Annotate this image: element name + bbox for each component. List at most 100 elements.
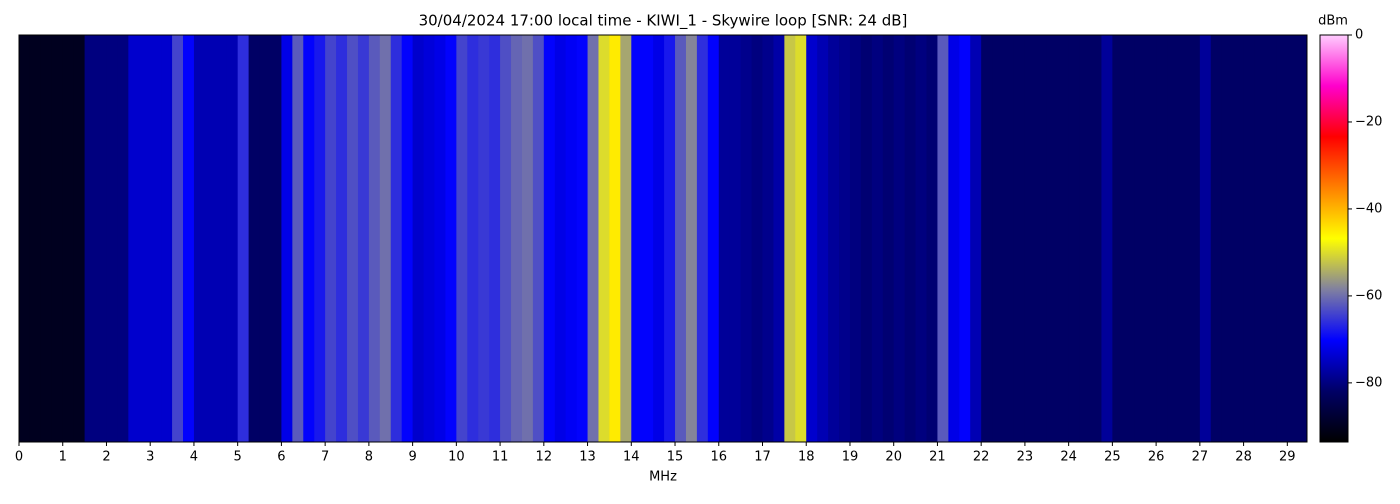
- frequency-bin: [1134, 35, 1146, 442]
- frequency-bin: [62, 35, 75, 442]
- x-tick-label: 6: [277, 450, 285, 465]
- frequency-bin: [117, 35, 129, 442]
- frequency-bin: [193, 35, 206, 442]
- frequency-bin: [1003, 35, 1015, 442]
- frequency-bin: [959, 35, 971, 442]
- frequency-bin: [860, 35, 873, 442]
- frequency-bin: [1177, 35, 1190, 442]
- frequency-bin: [893, 35, 906, 442]
- x-tick-label: 15: [667, 450, 684, 465]
- x-tick-label: 13: [579, 450, 596, 465]
- frequency-bin: [248, 35, 261, 442]
- frequency-bin: [685, 35, 698, 442]
- frequency-bin: [456, 35, 468, 442]
- colorbar-tick-label: −80: [1355, 375, 1382, 390]
- frequency-bin: [1024, 35, 1037, 442]
- frequency-bin: [1188, 35, 1201, 442]
- frequency-bin: [609, 35, 621, 442]
- x-tick-label: 17: [754, 450, 771, 465]
- frequency-bin: [29, 35, 42, 442]
- frequency-bin: [379, 35, 392, 442]
- frequency-bin: [740, 35, 753, 442]
- frequency-bin: [1243, 35, 1256, 442]
- frequency-bin: [576, 35, 589, 442]
- x-tick-label: 11: [492, 450, 509, 465]
- frequency-bin: [1276, 35, 1288, 442]
- frequency-bin: [532, 35, 545, 442]
- frequency-bin: [707, 35, 720, 442]
- frequency-bin: [1156, 35, 1168, 442]
- frequency-bin: [511, 35, 523, 442]
- frequency-bin: [1068, 35, 1081, 442]
- colorbar-fill: [1319, 34, 1349, 443]
- frequency-bin: [368, 35, 381, 442]
- frequency-bin: [412, 35, 425, 442]
- frequency-bin: [718, 35, 731, 442]
- plot-frame: [18, 34, 1308, 443]
- frequency-bin: [204, 35, 217, 442]
- frequency-bin: [631, 35, 643, 442]
- frequency-bin: [598, 35, 610, 442]
- x-tick-label: 19: [842, 450, 859, 465]
- colorbar: −80 −60 −40 −20 0: [1319, 28, 1382, 443]
- frequency-bin: [73, 35, 86, 442]
- frequency-bin: [1199, 35, 1212, 442]
- frequency-bin: [937, 35, 949, 442]
- frequency-bin: [19, 35, 31, 442]
- frequency-bin: [303, 35, 315, 442]
- frequency-bin: [325, 35, 337, 442]
- frequency-bin: [40, 35, 53, 442]
- colorbar-label: dBm: [1318, 14, 1348, 29]
- x-tick-label: 20: [885, 450, 902, 465]
- frequency-bin: [675, 35, 687, 442]
- frequency-bin: [1232, 35, 1245, 442]
- frequency-bin: [1035, 35, 1048, 442]
- colorbar-tick-label: −20: [1355, 114, 1382, 129]
- frequency-bin: [729, 35, 742, 442]
- frequency-bin: [445, 35, 457, 442]
- x-tick-label: 9: [408, 450, 416, 465]
- frequency-bin: [620, 35, 632, 442]
- frequency-bin: [981, 35, 993, 442]
- frequency-bin: [1013, 35, 1026, 442]
- frequency-bin: [347, 35, 359, 442]
- frequency-bin: [150, 35, 162, 442]
- frequency-bin: [587, 35, 599, 442]
- plot-area: [19, 35, 1320, 442]
- frequency-bin: [172, 35, 184, 442]
- frequency-bin: [478, 35, 490, 442]
- x-tick-label: 14: [623, 450, 640, 465]
- x-tick-label: 7: [321, 450, 329, 465]
- x-tick-label: 22: [973, 450, 990, 465]
- frequency-bin: [467, 35, 479, 442]
- x-tick-label: 1: [59, 450, 67, 465]
- frequency-bin: [784, 35, 796, 442]
- frequency-bin: [970, 35, 982, 442]
- frequency-bin: [128, 35, 140, 442]
- frequency-bin: [543, 35, 556, 442]
- frequency-bin: [106, 35, 118, 442]
- frequency-bin: [1309, 35, 1320, 442]
- frequency-bin: [992, 35, 1004, 442]
- frequency-bin: [653, 35, 665, 442]
- frequency-bin: [489, 35, 501, 442]
- x-tick-label: 29: [1279, 450, 1296, 465]
- frequency-bin: [423, 35, 435, 442]
- frequency-bin: [1101, 35, 1113, 442]
- frequency-bin: [1254, 35, 1266, 442]
- frequency-bin: [237, 35, 250, 442]
- frequency-bin: [226, 35, 239, 442]
- frequency-bin: [871, 35, 884, 442]
- frequency-bin: [1221, 35, 1234, 442]
- x-tick-label: 23: [1017, 450, 1034, 465]
- frequency-bin: [1298, 35, 1307, 442]
- frequency-bin: [1287, 35, 1299, 442]
- x-tick-label: 8: [365, 450, 373, 465]
- frequency-bin: [270, 35, 282, 442]
- frequency-bin: [139, 35, 151, 442]
- frequency-bin: [915, 35, 928, 442]
- frequency-bin: [642, 35, 654, 442]
- frequency-bin: [1265, 35, 1277, 442]
- frequency-bin: [1057, 35, 1070, 442]
